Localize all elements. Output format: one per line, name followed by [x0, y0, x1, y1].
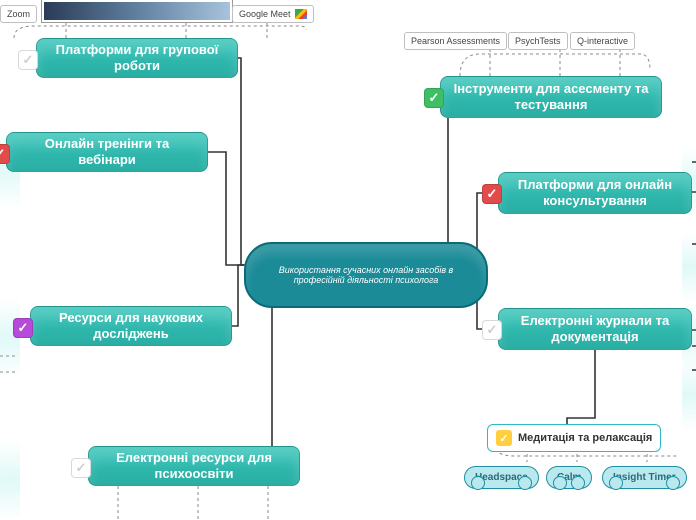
edge-glow	[0, 440, 20, 520]
edge-glow	[682, 360, 696, 430]
node-label: Ресурси для наукових досліджень	[39, 310, 223, 341]
center-label: Використання сучасних онлайн засобів в п…	[260, 265, 472, 285]
sub-box[interactable]: Google Meet	[232, 5, 314, 23]
checkbox-icon[interactable]: ✓	[424, 88, 444, 108]
edge-glow	[0, 298, 20, 378]
sub-label: PsychTests	[515, 36, 561, 46]
checkbox-icon[interactable]: ✓	[71, 458, 91, 478]
sub-box[interactable]: Pearson Assessments	[404, 32, 507, 50]
sub-label: Q-interactive	[577, 36, 628, 46]
cloud-label: Calm	[557, 472, 581, 483]
right-node-journals[interactable]: Електронні журнали та документація	[498, 308, 692, 350]
node-label: Електронні журнали та документація	[507, 313, 683, 344]
sub-box[interactable]: Q-interactive	[570, 32, 635, 50]
cloud-node[interactable]: Headspace	[464, 466, 539, 489]
left-node-trainings[interactable]: Онлайн тренінги та вебінари	[6, 132, 208, 172]
cloud-label: Insight Timer	[613, 472, 676, 483]
left-node-platforms[interactable]: Платформи для групової роботи	[36, 38, 238, 78]
check-emoji-icon: ✓	[496, 430, 512, 446]
video-thumbnail	[42, 0, 232, 22]
node-label: Медитація та релаксація	[518, 432, 652, 444]
checkbox-icon[interactable]: ✓	[0, 144, 10, 164]
sub-label: Zoom	[7, 9, 30, 19]
node-label: Платформи для онлайн консультування	[507, 177, 683, 208]
checkbox-icon[interactable]: ✓	[13, 318, 33, 338]
google-meet-icon	[295, 9, 307, 19]
left-node-research[interactable]: Ресурси для наукових досліджень	[30, 306, 232, 346]
center-topic[interactable]: Використання сучасних онлайн засобів в п…	[244, 242, 488, 308]
checkbox-icon[interactable]: ✓	[482, 320, 502, 340]
cloud-label: Headspace	[475, 472, 528, 483]
node-label: Електронні ресурси для психоосвіти	[97, 450, 291, 481]
node-label: Інструменти для асесменту та тестування	[449, 81, 653, 112]
sub-label: Google Meet	[239, 9, 291, 19]
node-label: Онлайн тренінги та вебінари	[15, 136, 199, 167]
checkbox-icon[interactable]: ✓	[18, 50, 38, 70]
edge-glow	[682, 232, 696, 302]
sub-label: Pearson Assessments	[411, 36, 500, 46]
right-node-consult[interactable]: Платформи для онлайн консультування	[498, 172, 692, 214]
left-node-edu[interactable]: Електронні ресурси для психоосвіти	[88, 446, 300, 486]
cloud-node[interactable]: Insight Timer	[602, 466, 687, 489]
sub-box[interactable]: PsychTests	[508, 32, 568, 50]
node-label: Платформи для групової роботи	[45, 42, 229, 73]
cloud-node[interactable]: Calm	[546, 466, 592, 489]
meditation-node[interactable]: ✓ Медитація та релаксація	[487, 424, 661, 452]
right-node-assess[interactable]: Інструменти для асесменту та тестування	[440, 76, 662, 118]
sub-box[interactable]: Zoom	[0, 5, 37, 23]
checkbox-icon[interactable]: ✓	[482, 184, 502, 204]
